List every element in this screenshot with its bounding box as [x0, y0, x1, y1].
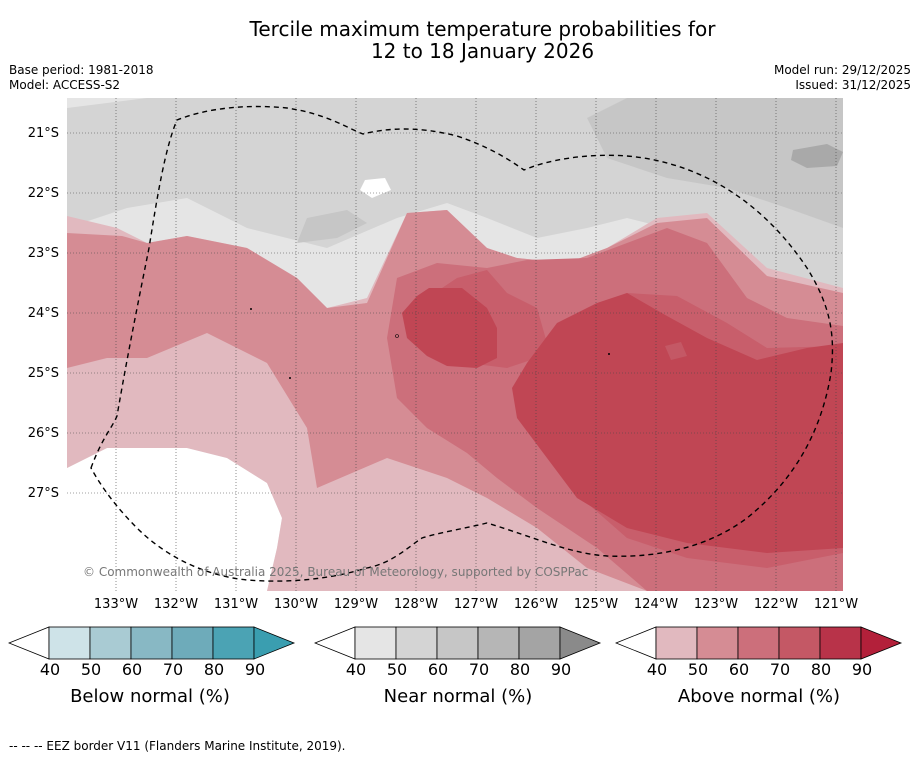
above-tick-90: 90: [851, 660, 873, 679]
colorbar-below-bin-3: [130, 626, 173, 660]
colorbar-above-bin-5: [819, 626, 862, 660]
lat-label-25: 25°S: [27, 366, 59, 381]
title-line-1: Tercile maximum temperature probabilitie…: [249, 17, 716, 41]
title-line-2: 12 to 18 January 2026: [370, 39, 595, 63]
colorbar-above-bin-4: [778, 626, 821, 660]
near-tick-50: 50: [386, 660, 408, 679]
near-normal-title: Near normal (%): [383, 686, 533, 707]
below-tick-70: 70: [162, 660, 184, 679]
colorbar-above-arrow-low: [615, 626, 657, 660]
white-gap-sw: [67, 448, 282, 591]
colorbar-above: [615, 626, 903, 660]
below-tick-60: 60: [121, 660, 143, 679]
colorbar-below-arrow-low: [8, 626, 50, 660]
model-run: Model run: 29/12/2025: [773, 63, 911, 77]
colorbar-above-bin-2: [696, 626, 739, 660]
island-marker-d: [608, 353, 610, 355]
above-tick-80: 80: [810, 660, 832, 679]
colorbar-above-bin-3: [737, 626, 780, 660]
eez-footnote: -- -- -- EEZ border V11 (Flanders Marine…: [9, 739, 346, 753]
colorbar-near: [314, 626, 602, 660]
below-tick-90: 90: [244, 660, 266, 679]
lon-label-132: 132°W: [153, 597, 199, 612]
near-tick-80: 80: [509, 660, 531, 679]
issued-date: Issued: 31/12/2025: [795, 78, 911, 92]
above-tick-40: 40: [646, 660, 668, 679]
colorbar-below-bin-5: [212, 626, 255, 660]
lon-label-124: 124°W: [633, 597, 679, 612]
lon-label-127: 127°W: [453, 597, 499, 612]
above80-region: [402, 288, 497, 368]
lat-label-23: 23°S: [27, 246, 59, 261]
lat-gridlines: [67, 132, 843, 494]
lon-gridlines: [115, 98, 837, 591]
near-tick-60: 60: [427, 660, 449, 679]
lon-label-121: 121°W: [813, 597, 859, 612]
lon-label-131: 131°W: [213, 597, 259, 612]
lon-label-125: 125°W: [573, 597, 619, 612]
near-tick-90: 90: [550, 660, 572, 679]
model-name: Model: ACCESS-S2: [9, 78, 121, 92]
probability-map: [67, 98, 843, 591]
colorbar-below-bin-4: [171, 626, 214, 660]
base-period: Base period: 1981-2018: [9, 63, 154, 77]
lat-label-26: 26°S: [27, 426, 59, 441]
colorbar-near-bin-3: [436, 626, 479, 660]
above60-hole: [665, 342, 687, 360]
above-tick-50: 50: [687, 660, 709, 679]
colorbar-above-arrow-high: [860, 626, 903, 660]
lon-label-123: 123°W: [693, 597, 739, 612]
lon-label-133: 133°W: [93, 597, 139, 612]
eez-border: [90, 105, 834, 582]
below-normal-title: Below normal (%): [70, 686, 230, 707]
colorbar-below-bin-2: [89, 626, 132, 660]
copyright-notice: © Commonwealth of Australia 2025, Bureau…: [83, 565, 589, 579]
lat-label-24: 24°S: [27, 306, 59, 321]
near60-region: [587, 98, 843, 228]
colorbar-below-bin-1: [48, 626, 91, 660]
lon-label-122: 122°W: [753, 597, 799, 612]
colorbar-near-bin-2: [395, 626, 438, 660]
below-tick-40: 40: [39, 660, 61, 679]
below-tick-80: 80: [203, 660, 225, 679]
map-svg: [67, 98, 843, 591]
near-tick-40: 40: [345, 660, 367, 679]
lon-label-129: 129°W: [333, 597, 379, 612]
island-marker-a: [250, 308, 252, 310]
colorbar-near-bin-4: [477, 626, 520, 660]
lon-label-126: 126°W: [513, 597, 559, 612]
above-tick-60: 60: [728, 660, 750, 679]
colorbar-near-arrow-high: [559, 626, 602, 660]
colorbar-above-bin-1: [655, 626, 698, 660]
above-tick-70: 70: [769, 660, 791, 679]
lon-label-130: 130°W: [273, 597, 319, 612]
near70-region: [791, 144, 843, 168]
lat-label-27: 27°S: [27, 486, 59, 501]
near60-region-b: [297, 210, 367, 243]
colorbar-below-arrow-high: [253, 626, 296, 660]
colorbar-near-arrow-low: [314, 626, 356, 660]
lat-label-22: 22°S: [27, 186, 59, 201]
chart-title: Tercile maximum temperature probabilitie…: [0, 18, 919, 62]
below-tick-50: 50: [80, 660, 102, 679]
meta-left: Base period: 1981-2018 Model: ACCESS-S2: [9, 63, 154, 93]
colorbar-below: [8, 626, 296, 660]
lat-label-21: 21°S: [27, 126, 59, 141]
colorbar-near-bin-5: [518, 626, 561, 660]
island-marker-b: [289, 377, 291, 379]
above-normal-title: Above normal (%): [677, 686, 841, 707]
lon-label-128: 128°W: [393, 597, 439, 612]
near-tick-70: 70: [468, 660, 490, 679]
above80-region-b: [512, 293, 843, 553]
colorbar-near-bin-1: [354, 626, 397, 660]
island-marker-c: [395, 334, 399, 338]
meta-right: Model run: 29/12/2025 Issued: 31/12/2025: [774, 63, 911, 93]
